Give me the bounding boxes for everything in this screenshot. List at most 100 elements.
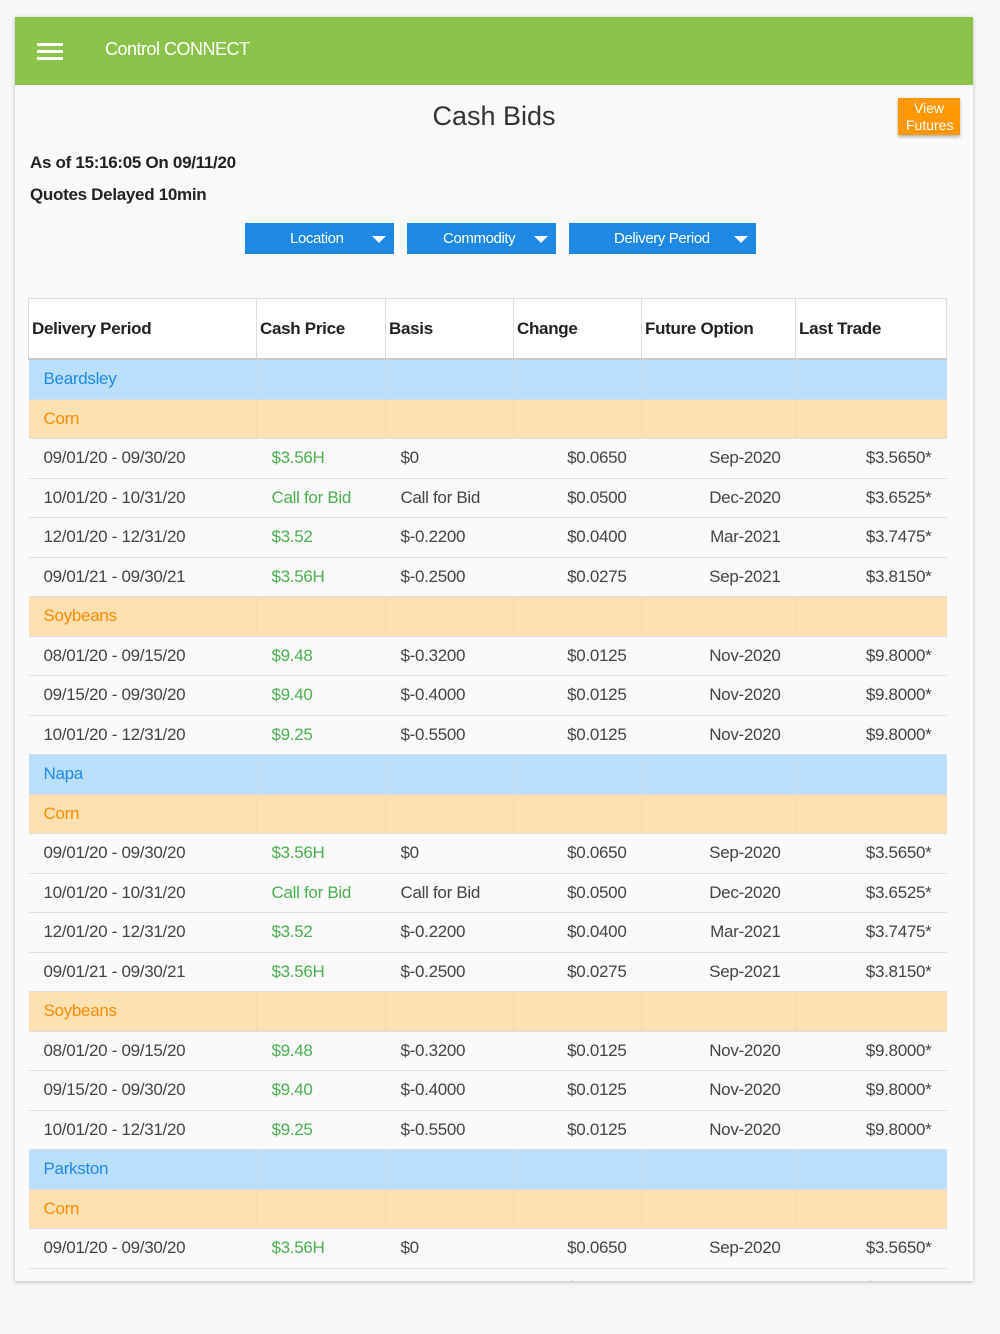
empty-cell (795, 754, 947, 794)
bid-cell: 12/01/20 - 12/31/20 (28, 912, 257, 952)
empty-cell (385, 754, 514, 794)
bid-cell: 10/01/20 - 12/31/20 (28, 1109, 257, 1150)
bid-cell: Dec-2020 (641, 1267, 796, 1281)
bid-cell: $0.0275 (513, 951, 642, 992)
bid-row: 09/01/21 - 09/30/21 $3.56H $-0.2500 $0.0275… (28, 951, 947, 992)
view-futures-button[interactable]: View Futures (898, 98, 960, 135)
bid-cell: Sep-2020 (641, 438, 796, 478)
bid-cell: $0.0125 (513, 675, 642, 715)
empty-cell (385, 1188, 514, 1229)
bid-cell: $0 (385, 1228, 514, 1268)
commodity-label: Soybeans (28, 596, 257, 636)
empty-cell (641, 754, 796, 794)
delivery-period-dropdown[interactable]: Delivery Period (569, 223, 756, 254)
empty-cell (795, 398, 947, 439)
app-bar: Control CONNECT (15, 17, 973, 85)
bid-cell: $9.8000* (795, 1030, 947, 1071)
empty-cell (256, 754, 386, 794)
bid-cell: Mar-2021 (641, 912, 796, 952)
empty-cell (795, 358, 947, 399)
menu-button[interactable] (37, 43, 63, 61)
bid-cell: $3.56H (256, 1228, 386, 1268)
bid-cell: $3.7475* (795, 912, 947, 952)
bid-cell: $9.8000* (795, 635, 947, 676)
bid-cell: Nov-2020 (641, 635, 796, 676)
bid-cell: Sep-2021 (641, 556, 796, 597)
bid-cell: Call for Bid (256, 477, 386, 518)
bid-row: 09/15/20 - 09/30/20 $9.40 $-0.4000 $0.0125 N… (28, 1070, 947, 1110)
commodity-label: Corn (28, 793, 257, 834)
bid-cell: 10/01/20 - 10/31/20 (28, 477, 257, 518)
location-row: Parkston (28, 1149, 947, 1189)
bid-cell: $0.0125 (513, 1030, 642, 1071)
empty-cell (385, 991, 514, 1031)
bid-cell: 10/01/20 - 10/31/20 (28, 1267, 257, 1281)
bid-row: 09/01/21 - 09/30/21 $3.56H $-0.2500 $0.0275… (28, 556, 947, 597)
bid-cell: $-0.2500 (385, 556, 514, 597)
bid-cell: $3.52 (256, 912, 386, 952)
bid-cell: $3.6525* (795, 477, 947, 518)
app-title: Control CONNECT (105, 39, 250, 59)
bid-cell: 08/01/20 - 09/15/20 (28, 635, 257, 676)
empty-cell (256, 793, 386, 834)
empty-cell (513, 991, 642, 1031)
bid-cell: Nov-2020 (641, 1030, 796, 1071)
bid-cell: $-0.2500 (385, 951, 514, 992)
bid-row: 12/01/20 - 12/31/20 $3.52 $-0.2200 $0.0400 M… (28, 517, 947, 557)
column-header: Cash Price (256, 298, 386, 360)
bid-row: 10/01/20 - 12/31/20 $9.25 $-0.5500 $0.0125 N… (28, 1109, 947, 1150)
empty-cell (641, 398, 796, 439)
empty-cell (513, 596, 642, 636)
bid-cell: $9.8000* (795, 1070, 947, 1110)
bid-cell: Nov-2020 (641, 1070, 796, 1110)
bid-cell: $-0.3200 (385, 635, 514, 676)
empty-cell (513, 754, 642, 794)
bid-cell: $-0.4000 (385, 1070, 514, 1110)
bid-cell: $0.0125 (513, 714, 642, 755)
empty-cell (256, 596, 386, 636)
commodity-dropdown[interactable]: Commodity (407, 223, 556, 254)
empty-cell (641, 793, 796, 834)
empty-cell (795, 991, 947, 1031)
empty-cell (641, 1149, 796, 1189)
bid-cell: 09/01/21 - 09/30/21 (28, 951, 257, 992)
empty-cell (385, 398, 514, 439)
bid-cell: Call for Bid (256, 872, 386, 913)
bid-cell: $0.0400 (513, 517, 642, 557)
commodity-row: Soybeans (28, 991, 947, 1031)
bid-cell: $0 (385, 833, 514, 873)
column-header: Change (513, 298, 642, 360)
empty-cell (641, 358, 796, 399)
bid-cell: $0.0650 (513, 438, 642, 478)
empty-cell (385, 596, 514, 636)
location-label: Beardsley (28, 358, 257, 399)
bid-cell: 12/01/20 - 12/31/20 (28, 517, 257, 557)
bid-cell: $3.8150* (795, 556, 947, 597)
bid-cell: $3.5650* (795, 1228, 947, 1268)
column-header: Future Option (641, 298, 796, 360)
bid-cell: $3.56H (256, 951, 386, 992)
location-label: Parkston (28, 1149, 257, 1189)
bid-cell: Call for Bid (385, 1267, 514, 1281)
bid-cell: Dec-2020 (641, 477, 796, 518)
bid-cell: $9.8000* (795, 1109, 947, 1150)
bid-cell: $9.48 (256, 1030, 386, 1071)
empty-cell (385, 793, 514, 834)
bid-cell: $-0.5500 (385, 1109, 514, 1150)
bid-cell: $3.56H (256, 556, 386, 597)
bid-cell: $9.48 (256, 635, 386, 676)
column-header: Delivery Period (28, 298, 257, 360)
bid-row: 09/01/20 - 09/30/20 $3.56H $0 $0.0650 Sep-20… (28, 438, 947, 478)
bids-table: Delivery Period Cash Price Basis Change Futu… (28, 298, 947, 1281)
bid-cell: Sep-2020 (641, 833, 796, 873)
bid-cell: $3.6525* (795, 1267, 947, 1281)
bid-row: 12/01/20 - 12/31/20 $3.52 $-0.2200 $0.0400 M… (28, 912, 947, 952)
location-dropdown[interactable]: Location (245, 223, 394, 254)
bid-cell: $-0.2200 (385, 912, 514, 952)
empty-cell (385, 1149, 514, 1189)
bid-cell: 09/15/20 - 09/30/20 (28, 1070, 257, 1110)
bid-cell: $0.0400 (513, 912, 642, 952)
bid-cell: $9.40 (256, 1070, 386, 1110)
